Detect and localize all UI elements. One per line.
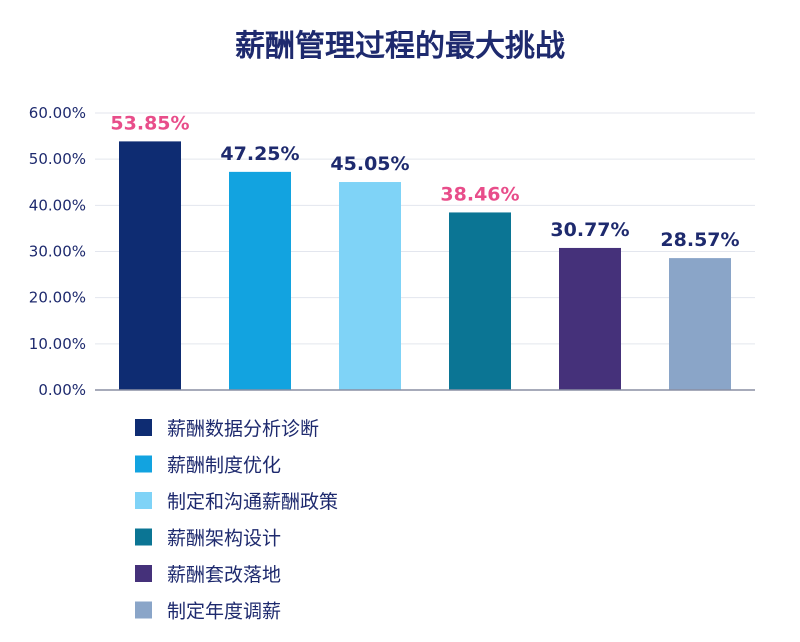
legend-label: 制定年度调薪 bbox=[167, 601, 281, 623]
y-tick-label: 10.00% bbox=[29, 335, 86, 353]
bar bbox=[559, 247, 621, 390]
legend-label: 薪酬制度优化 bbox=[167, 455, 281, 477]
legend-label: 薪酬数据分析诊断 bbox=[167, 418, 319, 440]
data-label: 47.25% bbox=[220, 143, 299, 165]
legend-swatch bbox=[135, 565, 152, 582]
y-tick-label: 40.00% bbox=[29, 196, 86, 214]
data-labels: 53.85% 47.25% 45.05% 38.46% 30.77% 28.57% bbox=[110, 112, 739, 251]
legend-label: 薪酬套改落地 bbox=[167, 564, 281, 586]
y-tick-label: 20.00% bbox=[29, 289, 86, 307]
legend: 薪酬数据分析诊断薪酬制度优化制定和沟通薪酬政策薪酬架构设计薪酬套改落地制定年度调… bbox=[135, 418, 338, 623]
y-axis: 0.00% 10.00% 20.00% 30.00% 40.00% 50.00% 60.00… bbox=[29, 104, 86, 399]
legend-swatch bbox=[135, 492, 152, 509]
bar bbox=[339, 182, 401, 390]
data-label: 38.46% bbox=[440, 183, 519, 205]
data-label: 30.77% bbox=[550, 219, 629, 241]
legend-swatch bbox=[135, 455, 152, 473]
legend-label: 薪酬架构设计 bbox=[167, 528, 281, 550]
bar bbox=[119, 141, 181, 390]
bar bbox=[229, 171, 291, 390]
data-label: 45.05% bbox=[330, 153, 409, 175]
y-tick-label: 50.00% bbox=[29, 150, 86, 168]
y-tick-label: 60.00% bbox=[29, 104, 86, 122]
legend-swatch bbox=[135, 601, 152, 619]
gridlines bbox=[95, 112, 755, 345]
legend-label: 制定和沟通薪酬政策 bbox=[167, 491, 338, 513]
legend-swatch bbox=[135, 528, 152, 546]
bar bbox=[669, 258, 731, 390]
bars bbox=[119, 141, 731, 390]
chart-title: 薪酬管理过程的最大挑战 bbox=[235, 29, 565, 64]
y-tick-label: 30.00% bbox=[29, 243, 86, 261]
data-label: 53.85% bbox=[110, 112, 189, 134]
data-label: 28.57% bbox=[660, 229, 739, 251]
bar bbox=[449, 212, 511, 390]
legend-swatch bbox=[135, 419, 152, 436]
y-tick-label: 0.00% bbox=[38, 381, 86, 399]
